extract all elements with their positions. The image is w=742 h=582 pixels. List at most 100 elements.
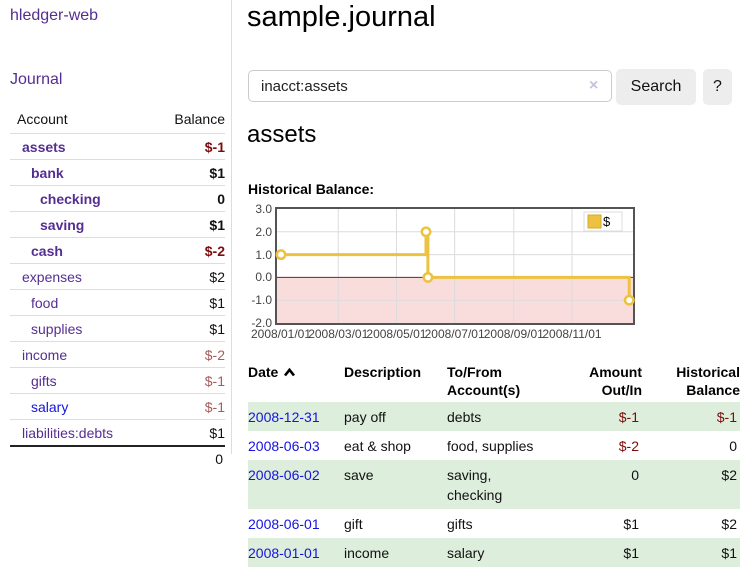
- register-row: 2008-06-03 eat & shop food, supplies $-2 0: [248, 431, 740, 460]
- account-link[interactable]: income: [22, 347, 68, 363]
- register-cell: $-1: [545, 402, 642, 431]
- account-link[interactable]: gifts: [31, 373, 57, 389]
- register-cell: 0: [642, 431, 740, 460]
- accounts-table: Account Balance assets $-1 bank $1 checking 0…: [10, 106, 225, 471]
- help-button[interactable]: ?: [703, 69, 732, 105]
- header-label: Account(s): [447, 382, 521, 398]
- balance-chart: $: [275, 207, 635, 325]
- register-cell-text: gifts: [447, 516, 473, 532]
- account-link[interactable]: liabilities:debts: [22, 425, 114, 441]
- accounts-header-balance: Balance: [174, 111, 225, 127]
- register-cell-text: income: [344, 545, 390, 561]
- account-row: checking 0: [10, 186, 225, 212]
- register-column-header[interactable]: Date: [248, 361, 344, 402]
- y-axis-tick-label: 0.0: [255, 270, 272, 285]
- register-row: 2008-06-01 gift gifts $1 $2: [248, 509, 740, 538]
- register-cell: $2: [642, 460, 740, 509]
- y-axis-tick-label: 2.0: [255, 224, 272, 239]
- header-label: To/From: [447, 364, 502, 380]
- y-axis-tick-label: -1.0: [251, 293, 272, 308]
- legend-label: $: [603, 214, 611, 229]
- header-label: Amount: [589, 364, 642, 380]
- account-link[interactable]: salary: [31, 399, 69, 415]
- register-cell-text: salary: [447, 545, 485, 561]
- transaction-date-link[interactable]: 2008-06-02: [248, 467, 320, 483]
- register-cell-text: $2: [721, 516, 737, 532]
- register-cell-text: gift: [344, 516, 363, 532]
- register-cell: saving, checking: [447, 460, 545, 509]
- register-cell: $1: [545, 538, 642, 567]
- register-column-header: To/From Account(s): [447, 361, 545, 402]
- register-row: 2008-12-31 pay off debts $-1 $-1: [248, 402, 740, 431]
- register-cell-text: 0: [631, 467, 639, 483]
- register-column-header: Amount Out/In: [545, 361, 642, 402]
- account-heading: assets: [247, 121, 317, 148]
- register-cell-text: debts: [447, 409, 482, 425]
- search-input[interactable]: [248, 70, 612, 102]
- sidebar-divider: [231, 0, 232, 454]
- register-cell: debts: [447, 402, 545, 431]
- data-point-marker: [623, 294, 635, 306]
- x-axis-tick-label: 2008/03/01: [308, 327, 369, 341]
- app-title-link[interactable]: hledger-web: [10, 7, 99, 24]
- register-column-header: Historical Balance: [642, 361, 740, 402]
- register-cell-text: eat & shop: [344, 438, 411, 454]
- account-row: salary $-1: [10, 394, 225, 420]
- account-link[interactable]: saving: [40, 217, 85, 233]
- account-row: food $1: [10, 290, 225, 316]
- register-row: 2008-01-01 income salary $1 $1: [248, 538, 740, 567]
- register-cell-text: $1: [623, 516, 639, 532]
- account-link[interactable]: assets: [22, 139, 66, 155]
- register-cell: food, supplies: [447, 431, 545, 460]
- account-row: gifts $-1: [10, 368, 225, 394]
- register-cell: gift: [344, 509, 447, 538]
- transaction-date-link[interactable]: 2008-12-31: [248, 409, 320, 425]
- transaction-date-link[interactable]: 2008-06-01: [248, 516, 320, 532]
- register-cell: income: [344, 538, 447, 567]
- account-balance: $1: [209, 217, 225, 233]
- account-link[interactable]: bank: [31, 165, 64, 181]
- register-header: Date Description To/From Account(s) Amount Ou…: [248, 361, 740, 402]
- x-axis-tick-label: 2008/09/01: [483, 327, 544, 341]
- register-column-header: Description: [344, 361, 447, 402]
- account-row: cash $-2: [10, 238, 225, 264]
- journal-link[interactable]: Journal: [10, 71, 63, 88]
- account-link[interactable]: supplies: [31, 321, 83, 337]
- header-label: Description: [344, 364, 422, 380]
- page-title: sample.journal: [247, 1, 436, 33]
- register-cell: 0: [545, 460, 642, 509]
- register-row: 2008-06-02 save saving, checking 0 $2: [248, 460, 740, 509]
- register-cell: pay off: [344, 402, 447, 431]
- account-balance: 0: [217, 191, 225, 207]
- transaction-date-link[interactable]: 2008-06-03: [248, 438, 320, 454]
- account-link[interactable]: cash: [31, 243, 63, 259]
- data-point-marker: [275, 249, 287, 261]
- register-cell: $-1: [642, 402, 740, 431]
- register-cell-text: food, supplies: [447, 438, 534, 454]
- register-cell: $2: [642, 509, 740, 538]
- account-link[interactable]: expenses: [22, 269, 82, 285]
- register-cell: 2008-06-02: [248, 460, 344, 509]
- register-cell: $1: [642, 538, 740, 567]
- accounts-header-account: Account: [17, 111, 68, 127]
- x-axis-tick-label: 2008/11/01: [542, 327, 602, 341]
- account-row: income $-2: [10, 342, 225, 368]
- account-balance: $-1: [204, 139, 225, 155]
- account-balance: $1: [209, 165, 225, 181]
- register-cell-text: $-2: [618, 438, 639, 454]
- transaction-date-link[interactable]: 2008-01-01: [248, 545, 320, 561]
- sort-ascending-icon: [284, 367, 296, 377]
- header-label: Out/In: [601, 382, 642, 398]
- search-button[interactable]: Search: [616, 69, 696, 105]
- legend-swatch: [587, 214, 602, 229]
- account-row: liabilities:debts $1: [10, 420, 225, 445]
- register-cell-text: 0: [729, 438, 737, 454]
- account-link[interactable]: checking: [40, 191, 101, 207]
- account-link[interactable]: food: [31, 295, 59, 311]
- data-point-marker: [422, 271, 434, 283]
- clear-search-icon[interactable]: ×: [589, 77, 599, 94]
- register-cell: 2008-06-03: [248, 431, 344, 460]
- y-axis-tick-label: -2.0: [251, 316, 272, 330]
- chart-canvas: $: [275, 209, 635, 323]
- register-cell-text: $-1: [618, 409, 639, 425]
